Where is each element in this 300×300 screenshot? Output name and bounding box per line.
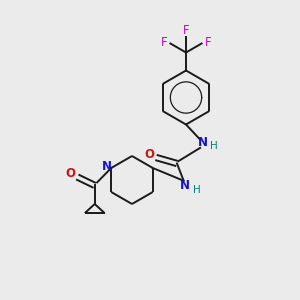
Text: H: H [210, 141, 218, 151]
Text: H: H [193, 184, 200, 195]
Text: F: F [183, 24, 189, 37]
Text: N: N [102, 160, 112, 173]
Text: F: F [205, 36, 211, 50]
Text: O: O [144, 148, 154, 161]
Text: N: N [179, 178, 190, 192]
Text: F: F [160, 36, 167, 50]
Text: N: N [197, 136, 208, 149]
Text: O: O [66, 167, 76, 180]
